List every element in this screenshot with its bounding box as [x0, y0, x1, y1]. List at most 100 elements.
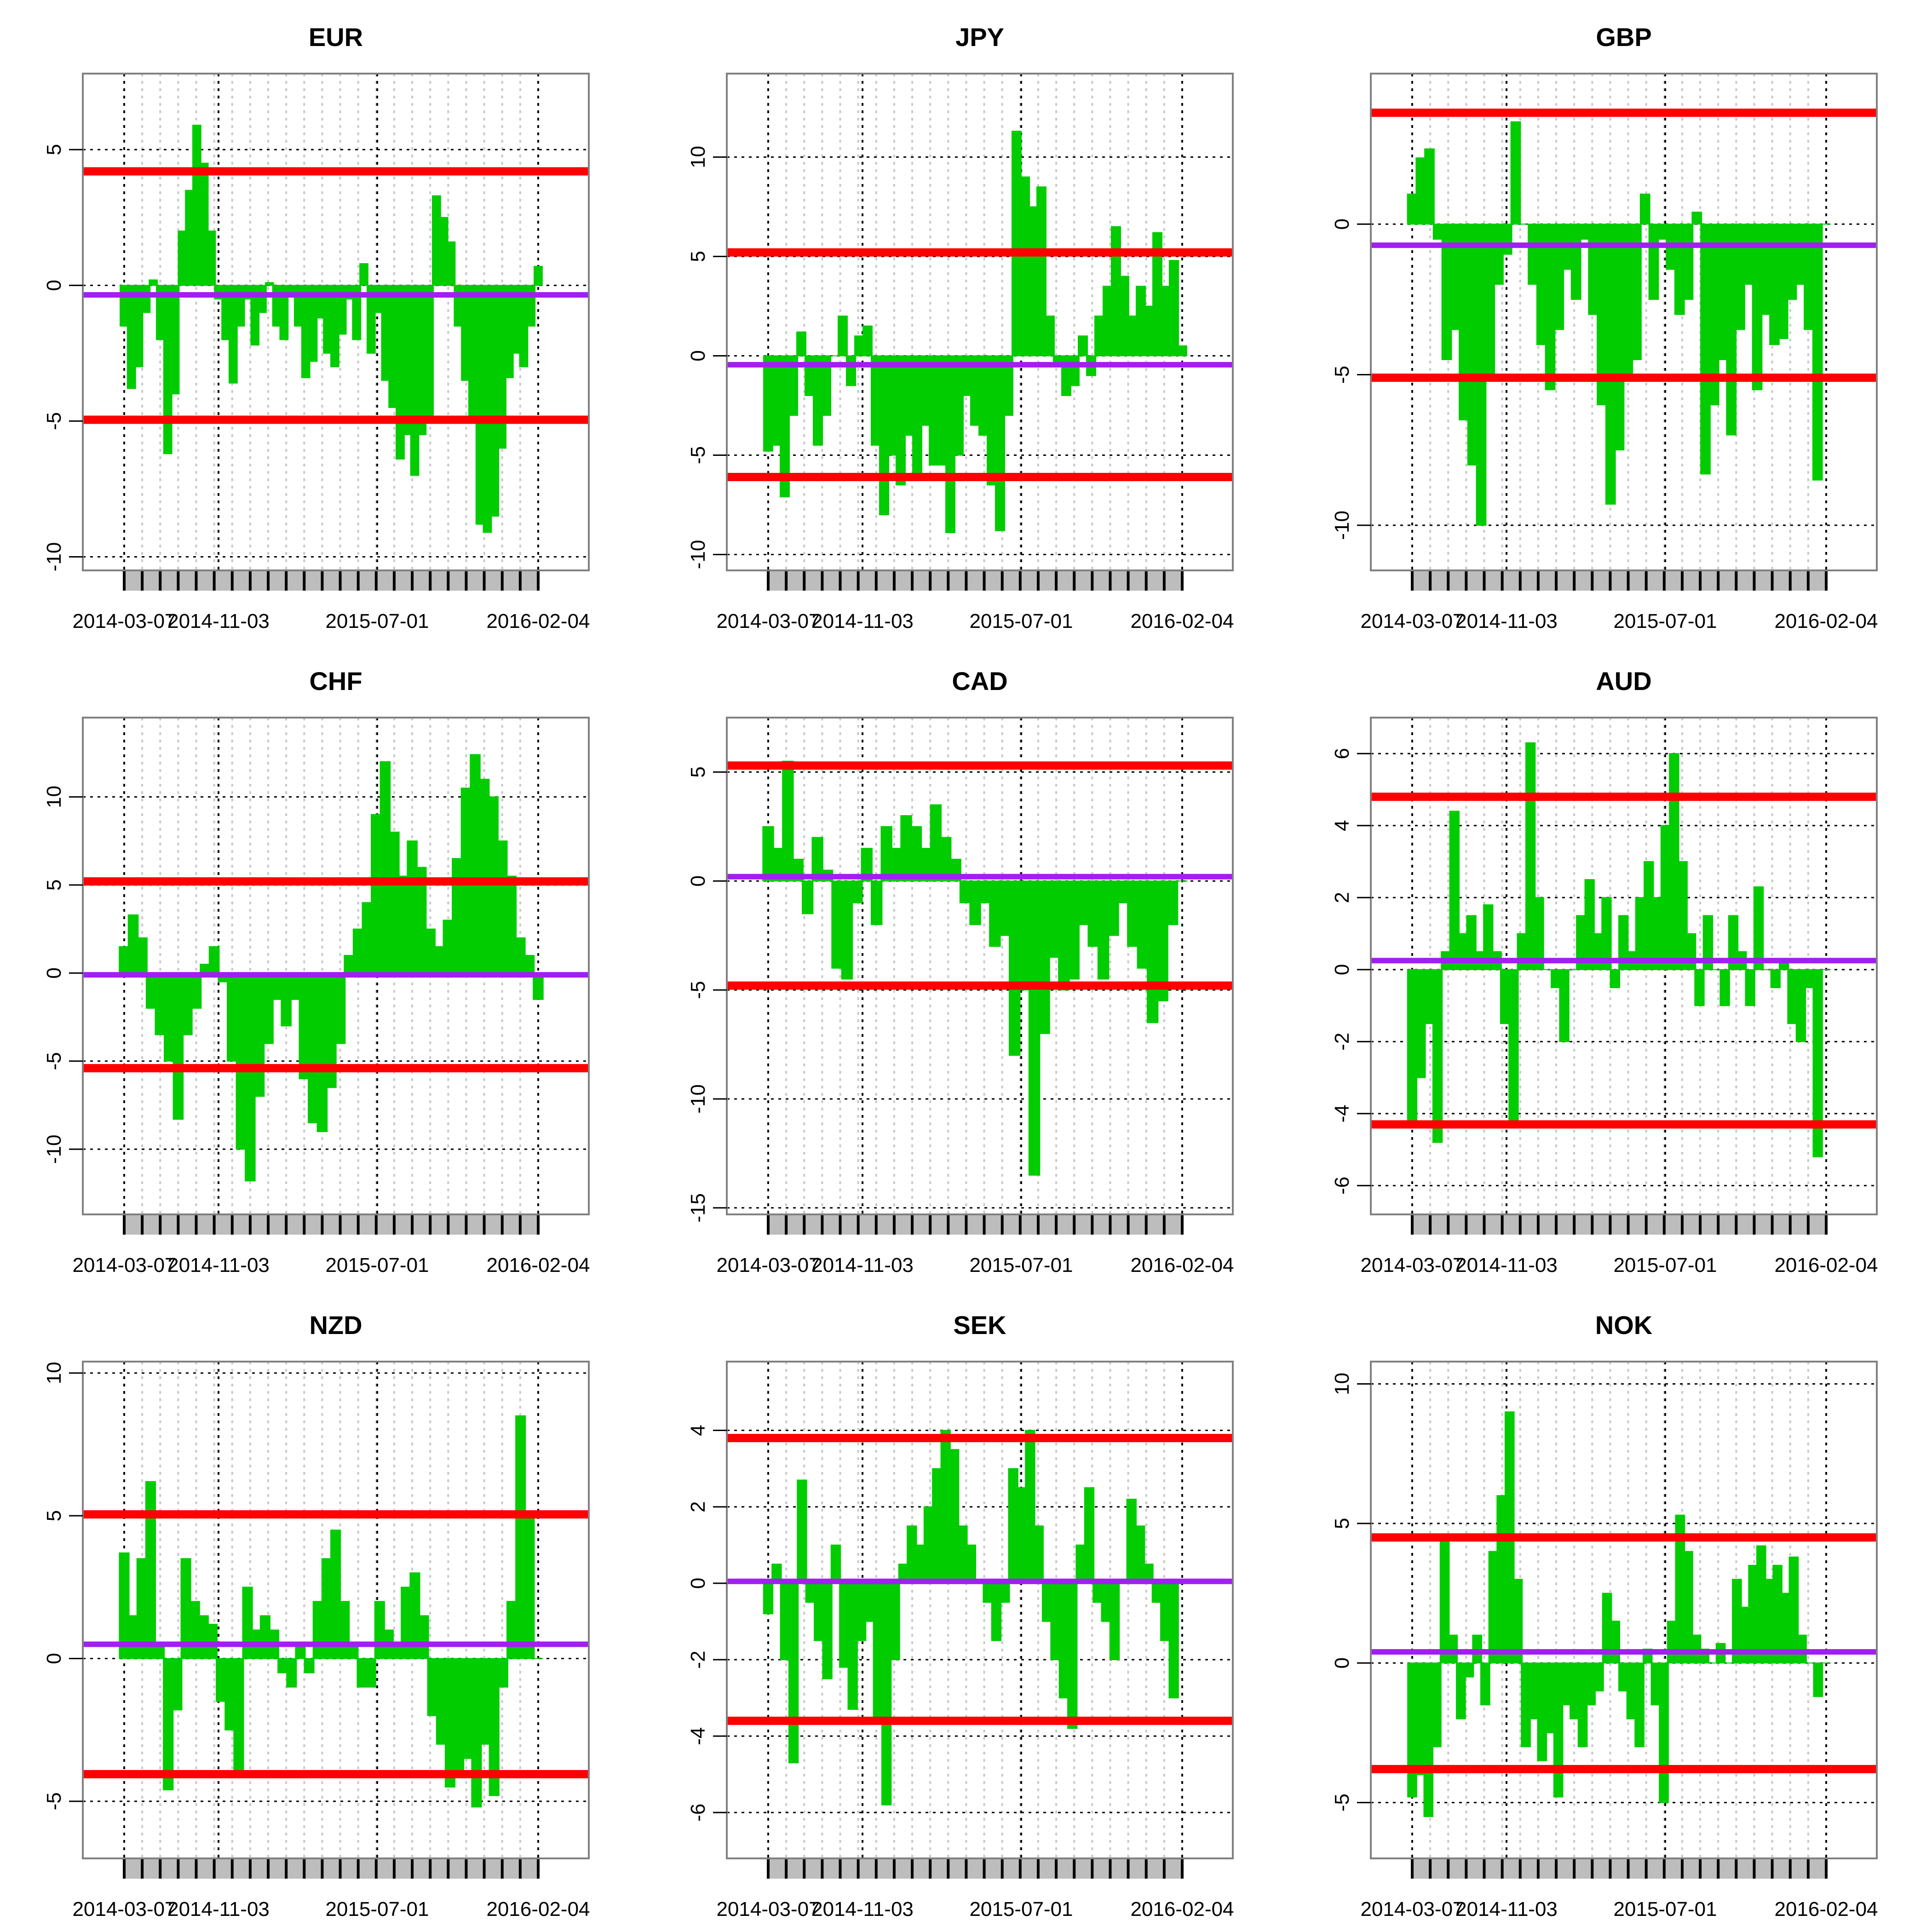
date-rug	[124, 569, 538, 591]
y-tick-label: -6	[1331, 1177, 1353, 1195]
x-tick-label: 2016-02-04	[486, 610, 590, 632]
x-tick-label: 2015-07-01	[969, 610, 1073, 632]
x-tick-label: 2015-07-01	[325, 1254, 429, 1276]
x-tick-label: 2014-03-07	[716, 1898, 820, 1920]
series-area	[762, 760, 1188, 1176]
series-area	[119, 1415, 543, 1808]
series-area	[1407, 121, 1831, 526]
x-tick-label: 2014-11-03	[167, 1254, 270, 1276]
y-tick-label: 10	[43, 1362, 65, 1384]
panel-title: EUR	[309, 23, 363, 52]
plot-box	[726, 1361, 1234, 1859]
panel-title: AUD	[1596, 667, 1651, 696]
x-tick-label: 2016-02-04	[1130, 1254, 1234, 1276]
y-tick-label: -15	[687, 1193, 709, 1223]
x-tick-label: 2016-02-04	[486, 1898, 590, 1920]
y-tick-label: 5	[43, 880, 65, 891]
x-tick-label: 2014-03-07	[72, 1898, 176, 1920]
x-tick-label: 2014-03-07	[72, 610, 176, 632]
y-tick-label: -6	[687, 1804, 709, 1822]
plot-box	[1370, 717, 1878, 1215]
y-tick-label: -10	[687, 540, 709, 569]
y-tick-label: -10	[43, 1135, 65, 1164]
y-tick-label: -5	[43, 412, 65, 430]
plot-box	[1370, 1361, 1878, 1859]
date-rug	[768, 569, 1182, 591]
y-tick-label: 2	[687, 1501, 709, 1512]
date-rug	[124, 1857, 538, 1879]
y-tick-label: 5	[1331, 1518, 1353, 1529]
plot-box	[1370, 73, 1878, 571]
x-tick-label: 2014-11-03	[811, 610, 914, 632]
y-tick-label: 0	[43, 967, 65, 978]
x-tick-label: 2014-03-07	[72, 1254, 176, 1276]
y-tick-label: 0	[687, 875, 709, 886]
x-tick-label: 2016-02-04	[486, 1254, 590, 1276]
date-rug	[1412, 569, 1826, 591]
x-tick-label: 2016-02-04	[1130, 610, 1234, 632]
plot-box	[726, 717, 1234, 1215]
plot-box	[82, 73, 590, 571]
x-tick-label: 2014-11-03	[167, 610, 270, 632]
y-tick-label: 0	[1331, 964, 1353, 975]
series-area	[119, 754, 544, 1182]
y-tick-label: 0	[687, 350, 709, 361]
x-tick-label: 2014-11-03	[1455, 1254, 1558, 1276]
y-tick-label: -10	[1331, 511, 1353, 540]
x-tick-label: 2015-07-01	[969, 1898, 1073, 1920]
x-tick-label: 2016-02-04	[1774, 1898, 1878, 1920]
y-tick-label: 5	[687, 251, 709, 262]
date-rug	[124, 1213, 538, 1235]
x-tick-label: 2015-07-01	[325, 1898, 429, 1920]
x-tick-label: 2015-07-01	[1613, 1898, 1717, 1920]
x-tick-label: 2015-07-01	[1613, 610, 1717, 632]
x-tick-label: 2014-11-03	[811, 1254, 914, 1276]
x-tick-label: 2014-11-03	[1455, 610, 1558, 632]
y-tick-label: -5	[43, 1052, 65, 1070]
y-tick-label: -4	[687, 1727, 709, 1745]
x-tick-label: 2015-07-01	[325, 610, 429, 632]
y-tick-label: -5	[43, 1792, 65, 1810]
y-tick-label: -10	[687, 1084, 709, 1114]
y-tick-label: -5	[687, 446, 709, 464]
y-tick-label: 5	[43, 1510, 65, 1521]
date-rug	[768, 1213, 1182, 1235]
y-tick-label: 4	[1331, 820, 1353, 831]
x-tick-label: 2015-07-01	[969, 1254, 1073, 1276]
panel-title: GBP	[1596, 23, 1651, 52]
y-tick-label: 0	[43, 1653, 65, 1664]
panel-title: NZD	[309, 1311, 362, 1340]
x-tick-label: 2014-03-07	[716, 1254, 820, 1276]
series-area	[1407, 742, 1831, 1157]
panel-title: SEK	[953, 1311, 1006, 1340]
panel-title: CAD	[952, 667, 1007, 696]
series-area	[763, 131, 1187, 533]
y-tick-label: 6	[1331, 748, 1353, 759]
x-tick-label: 2014-11-03	[167, 1898, 270, 1920]
x-tick-label: 2016-02-04	[1774, 610, 1878, 632]
y-tick-label: -5	[1331, 366, 1353, 384]
panel-title: NOK	[1595, 1311, 1652, 1340]
plot-box	[726, 73, 1234, 571]
x-tick-label: 2014-11-03	[1455, 1898, 1558, 1920]
x-tick-label: 2014-03-07	[1360, 610, 1464, 632]
panel-title: CHF	[309, 667, 362, 696]
y-tick-label: -10	[43, 542, 65, 572]
x-tick-label: 2015-07-01	[1613, 1254, 1717, 1276]
x-tick-label: 2014-03-07	[1360, 1254, 1464, 1276]
date-rug	[1412, 1857, 1826, 1879]
y-tick-label: 0	[687, 1578, 709, 1589]
series-area	[1407, 1411, 1831, 1817]
y-tick-label: 0	[43, 280, 65, 291]
x-tick-label: 2014-11-03	[811, 1898, 914, 1920]
x-tick-label: 2016-02-04	[1774, 1254, 1878, 1276]
y-tick-label: -2	[687, 1650, 709, 1668]
date-rug	[768, 1857, 1182, 1879]
